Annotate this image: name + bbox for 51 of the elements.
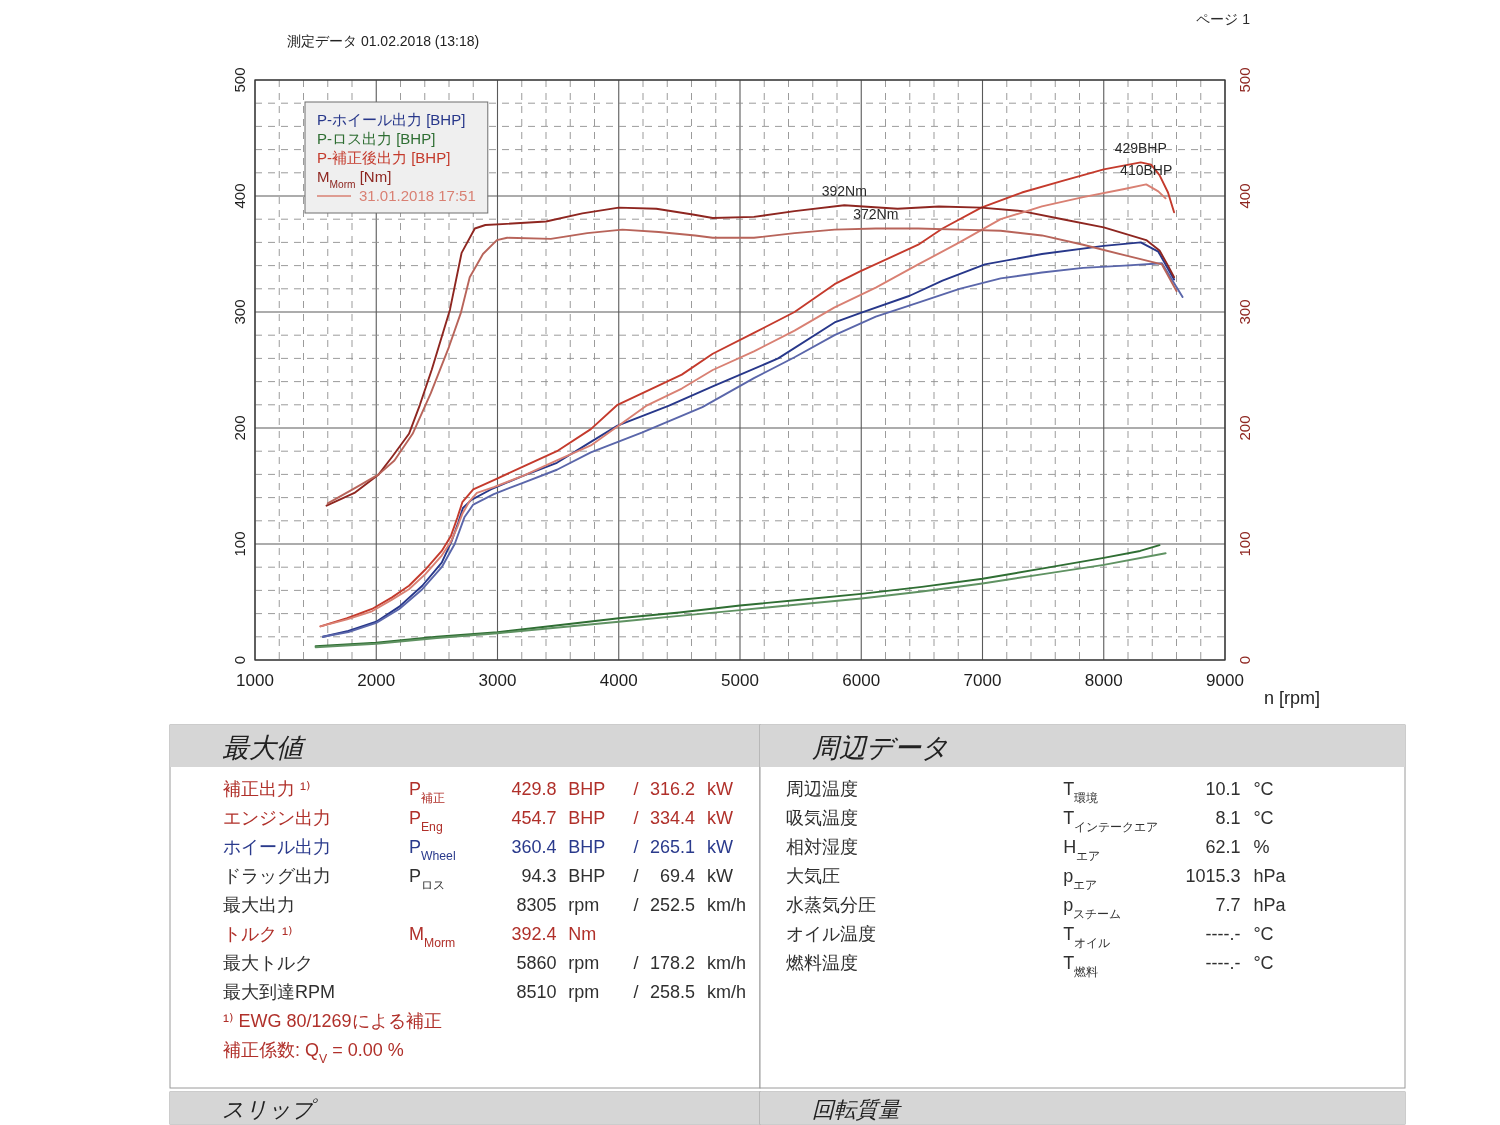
text: 吸気温度 T$_{インテークエア}$ 8.1 °C <box>785 808 1274 834</box>
text: 最大到達RPM 8510 rpm / 258.5 km/h <box>223 982 746 1002</box>
text: エンジン出力 P$_{Eng}$ 454.7 BHP / 334.4 kW <box>223 808 733 834</box>
y2-tick-label: 500 <box>1236 67 1253 93</box>
text: P-ホイール出力 [BHP] <box>317 111 466 128</box>
x-tick-label: 9000 <box>1206 671 1244 690</box>
text: トルク ¹⁾ M$_{Morm}$ 392.4 Nm <box>223 924 597 950</box>
text: スリップ <box>222 1097 318 1122</box>
y-tick-label: 500 <box>231 67 248 93</box>
y-tick-label: 200 <box>231 415 248 441</box>
text: 補正係数: Q$_{V}$ = 0.00 % <box>223 1040 404 1066</box>
text: 最大出力 8305 rpm / 252.5 km/h <box>223 895 746 915</box>
legend-label: 31.01.2018 17:51 <box>359 187 476 204</box>
x-tick-label: 5000 <box>721 671 759 690</box>
y2-tick-label: 100 <box>1236 531 1253 557</box>
x-tick-label: 1000 <box>236 671 274 690</box>
x-tick-label: 8000 <box>1084 671 1123 690</box>
text: 大気圧 p$_{エア}$ 1015.3 hPa <box>785 866 1286 892</box>
text: 最大値 <box>222 733 306 763</box>
y2-tick-label: 400 <box>1236 183 1253 209</box>
text: 燃料温度 T$_{燃料}$ ----.- °C <box>785 953 1274 979</box>
x-axis-title: n [rpm] <box>1263 688 1320 708</box>
text: 相対湿度 H$_{エア}$ 62.1 % <box>785 837 1270 863</box>
y-tick-label: 100 <box>231 531 248 557</box>
text: ドラッグ出力 P$_{ロス}$ 94.3 BHP / 69.4 kW <box>223 866 733 892</box>
text: P-補正後出力 [BHP] <box>317 149 451 166</box>
text: ¹⁾ EWG 80/1269による補正 <box>223 1011 442 1031</box>
y2-tick-label: 300 <box>1236 299 1253 325</box>
y2-tick-label: 200 <box>1236 415 1253 441</box>
x-tick-label: 2000 <box>357 671 396 690</box>
chart-title: 測定データ 01.02.2018 (13:18) <box>287 33 480 49</box>
x-tick-label: 7000 <box>963 671 1002 690</box>
y-tick-label: 300 <box>231 299 248 325</box>
text: オイル温度 T$_{オイル}$ ----.- °C <box>785 924 1274 950</box>
text: P-ロス出力 [BHP] <box>317 130 436 147</box>
x-tick-label: 6000 <box>842 671 881 690</box>
text: 周辺温度 T$_{環境}$ 10.1 °C <box>785 779 1274 805</box>
x-tick-label: 3000 <box>478 671 517 690</box>
text: M$_{Morm}$ [Nm] <box>317 168 392 190</box>
text: 最大トルク 5860 rpm / 178.2 km/h <box>223 953 746 973</box>
y-tick-label: 0 <box>231 655 248 665</box>
text: 回転質量 <box>812 1097 902 1122</box>
text: ホイール出力 P$_{Wheel}$ 360.4 BHP / 265.1 kW <box>223 837 733 863</box>
text: 補正出力 ¹⁾ P$_{補正}$ 429.8 BHP / 316.2 kW <box>223 779 733 805</box>
y-tick-label: 400 <box>231 183 248 209</box>
y2-tick-label: 0 <box>1236 655 1253 665</box>
text: ページ 1 <box>1196 11 1251 27</box>
x-tick-label: 4000 <box>599 671 638 690</box>
annotation: 429BHP <box>1114 140 1167 157</box>
text: 水蒸気分圧 p$_{スチーム}$ 7.7 hPa <box>785 895 1286 921</box>
text: 周辺データ <box>812 733 949 763</box>
